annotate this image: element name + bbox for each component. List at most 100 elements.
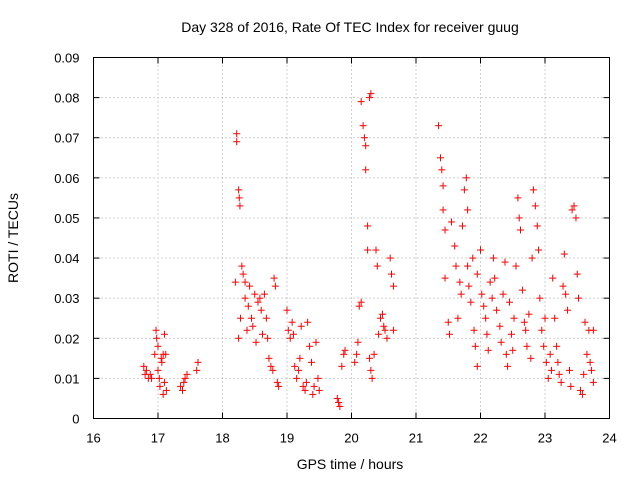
data-point xyxy=(504,362,512,370)
data-point xyxy=(156,382,164,390)
data-point xyxy=(564,306,572,314)
data-point xyxy=(341,346,349,354)
data-point xyxy=(439,206,447,214)
data-point xyxy=(194,358,202,366)
data-point xyxy=(335,398,343,406)
y-tick-label: 0.03 xyxy=(54,291,79,306)
data-point xyxy=(357,298,365,306)
data-point xyxy=(284,326,292,334)
data-point xyxy=(148,374,156,382)
data-point xyxy=(160,378,168,386)
data-point xyxy=(464,262,472,270)
x-tick-label: 24 xyxy=(602,431,616,446)
y-tick-label: 0.09 xyxy=(54,51,79,66)
data-point xyxy=(499,290,507,298)
data-point xyxy=(377,314,385,322)
data-point xyxy=(354,338,362,346)
data-point xyxy=(366,354,374,362)
data-point xyxy=(510,314,518,322)
data-point xyxy=(568,206,576,214)
x-tick-label: 17 xyxy=(151,431,165,446)
data-point xyxy=(491,274,499,282)
data-point xyxy=(154,366,162,374)
y-tick-label: 0.05 xyxy=(54,211,79,226)
data-point xyxy=(562,290,570,298)
data-point xyxy=(373,262,381,270)
data-point xyxy=(269,366,277,374)
data-point xyxy=(447,218,455,226)
data-point xyxy=(541,314,549,322)
data-point xyxy=(146,370,154,378)
data-point xyxy=(299,382,307,390)
data-point xyxy=(486,278,494,286)
data-point xyxy=(581,318,589,326)
data-point xyxy=(180,378,188,386)
data-point xyxy=(497,338,505,346)
data-point xyxy=(353,350,361,358)
y-tick-label: 0.02 xyxy=(54,331,79,346)
data-point xyxy=(288,318,296,326)
data-point xyxy=(387,270,395,278)
y-tick-label: 0.01 xyxy=(54,371,79,386)
data-point xyxy=(251,290,259,298)
data-point xyxy=(254,298,262,306)
y-tick-label: 0.06 xyxy=(54,171,79,186)
data-point xyxy=(362,142,370,150)
x-tick-label: 23 xyxy=(538,431,552,446)
y-tick-label: 0 xyxy=(72,412,79,427)
data-point xyxy=(233,138,241,146)
data-point xyxy=(368,374,376,382)
data-point xyxy=(235,186,243,194)
y-tick-label: 0.07 xyxy=(54,131,79,146)
data-point xyxy=(340,350,348,358)
data-point xyxy=(367,366,375,374)
data-point xyxy=(555,370,563,378)
data-point xyxy=(441,226,449,234)
data-point xyxy=(295,366,303,374)
data-point xyxy=(262,314,270,322)
data-point xyxy=(249,322,257,330)
data-point xyxy=(522,326,530,334)
data-point xyxy=(270,274,278,282)
data-point xyxy=(557,378,565,386)
data-point xyxy=(528,254,536,262)
data-point xyxy=(155,374,163,382)
data-point xyxy=(241,294,249,302)
data-point xyxy=(572,214,580,222)
data-point xyxy=(301,386,309,394)
data-point xyxy=(244,302,252,310)
data-point xyxy=(380,322,388,330)
data-point xyxy=(257,306,265,314)
data-point xyxy=(527,354,535,362)
data-point xyxy=(512,262,520,270)
data-point xyxy=(314,374,322,382)
data-point xyxy=(179,386,187,394)
data-point xyxy=(309,390,317,398)
data-point xyxy=(538,326,546,334)
data-point xyxy=(454,314,462,322)
data-point xyxy=(238,262,246,270)
data-point xyxy=(231,278,239,286)
data-point xyxy=(233,130,241,138)
data-point xyxy=(235,194,243,202)
data-point xyxy=(271,282,279,290)
data-point xyxy=(480,302,488,310)
data-point xyxy=(236,202,244,210)
data-point xyxy=(193,366,201,374)
data-point xyxy=(243,326,251,334)
data-point xyxy=(507,330,515,338)
data-point xyxy=(258,330,266,338)
data-point xyxy=(589,326,597,334)
data-point xyxy=(467,298,475,306)
data-point xyxy=(549,274,557,282)
data-point xyxy=(488,294,496,302)
data-point xyxy=(241,278,249,286)
data-point xyxy=(583,350,591,358)
data-point xyxy=(306,342,314,350)
data-point xyxy=(484,346,492,354)
data-point xyxy=(152,326,160,334)
data-point xyxy=(362,166,370,174)
data-point xyxy=(457,290,465,298)
data-points xyxy=(140,90,597,410)
data-point xyxy=(336,402,344,410)
